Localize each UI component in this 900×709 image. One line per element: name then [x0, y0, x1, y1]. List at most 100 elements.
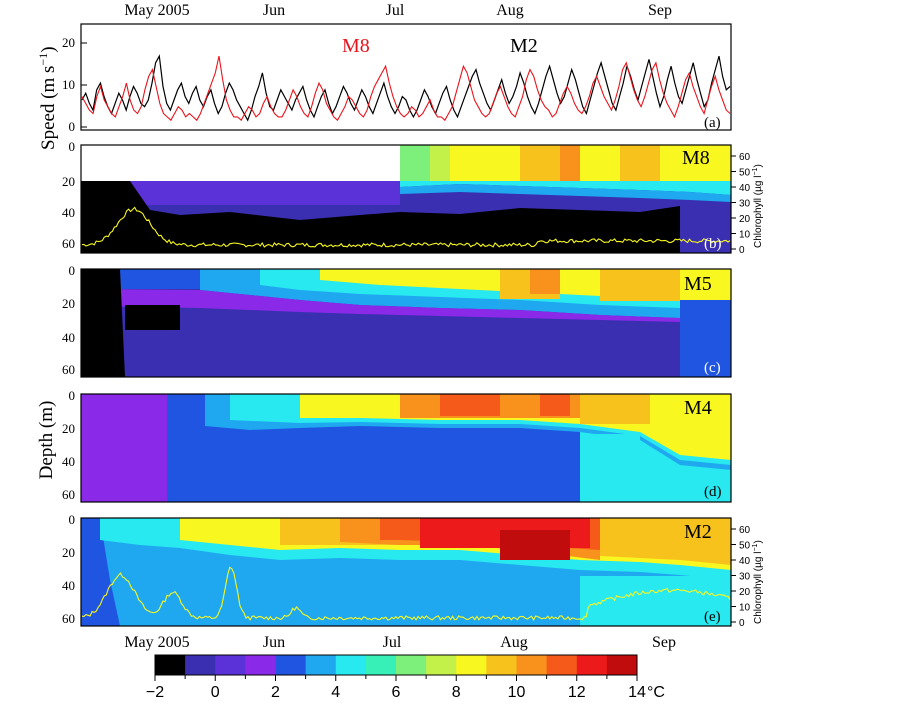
chlorophyll-tick-label: 0: [739, 245, 745, 256]
bottom-month-label-aug: Aug: [500, 634, 528, 651]
panel-d-frame: [80, 393, 732, 503]
chlorophyll-tick-label: 20: [739, 587, 751, 598]
speed-y-ticks: 0 10 20: [62, 35, 87, 134]
panel-a-speed: M8 M2 (a) 0 10 20 Speed (m s−1): [36, 23, 732, 150]
panel-e-frame: [80, 517, 732, 627]
speed-axis-title: Speed (m s−1): [36, 46, 59, 150]
svg-text:0: 0: [69, 263, 76, 278]
temperature-colorbar: [154, 654, 638, 676]
colorbar-tick-label: 12: [568, 684, 586, 701]
svg-text:60: 60: [62, 611, 75, 626]
colorbar-swatch: [546, 655, 578, 675]
colorbar-unit-label: °C: [647, 684, 665, 701]
panel-b-depth-ticks: 0 20 40 60: [62, 139, 75, 251]
colorbar-swatch: [606, 655, 638, 675]
bottom-month-label-jun: Jun: [263, 634, 285, 651]
colorbar-swatch: [516, 655, 548, 675]
panel-b-letter: (b): [704, 236, 722, 252]
month-label-sep: Sep: [648, 2, 672, 19]
chlorophyll-tick-label: 50: [739, 541, 751, 552]
colorbar-swatch: [426, 655, 457, 675]
speed-tick-20: 20: [62, 35, 75, 50]
svg-text:60: 60: [62, 487, 75, 502]
chlorophyll-tick-label: 40: [739, 183, 751, 194]
colorbar-tick-label: 10: [508, 684, 526, 701]
colorbar-tick-label: 0: [211, 684, 220, 701]
top-month-axis: May 2005 Jun Jul Aug Sep: [124, 2, 672, 19]
m2-speed-line: [81, 54, 731, 122]
colorbar-swatch: [486, 655, 518, 675]
panel-b-m8: M8 (b) 0 20 40 60 0 10 20 30 40 50 60 Chloroph…: [62, 139, 764, 256]
colorbar-swatch: [275, 655, 307, 675]
panel-a-frame: [80, 23, 732, 131]
svg-text:0: 0: [69, 139, 76, 154]
chlorophyll-tick-label: 30: [739, 572, 751, 583]
colorbar-tick-label: 6: [392, 684, 401, 701]
chlorophyll-tick-label: 0: [739, 618, 745, 629]
panel-b-chlorophyll-title: Chlorophyll (µg l−1): [752, 164, 764, 248]
panel-e-letter: (e): [704, 609, 721, 625]
panel-b-frame: [80, 144, 732, 254]
svg-text:0: 0: [69, 388, 76, 403]
panel-e-chlorophyll-title: Chlorophyll (µg l−1): [752, 540, 764, 624]
colorbar-swatch: [365, 655, 397, 675]
colorbar-tick-label: −2: [146, 684, 164, 701]
svg-text:40: 40: [62, 454, 75, 469]
panel-b-station: M8: [682, 147, 710, 169]
svg-text:60: 60: [62, 362, 75, 377]
colorbar-swatch: [215, 655, 246, 675]
chlorophyll-tick-label: 40: [739, 556, 751, 567]
month-label-jul: Jul: [386, 2, 405, 19]
panel-d-m4: M4 (d) 0 20 40 60: [62, 388, 732, 503]
colorbar-ticks: −2 0 2 4 6 8 10 12 14 °C: [146, 675, 665, 701]
bottom-month-label-jul: Jul: [383, 634, 402, 651]
month-label-may: May 2005: [124, 2, 189, 19]
svg-text:0: 0: [69, 512, 76, 527]
bottom-month-label-sep: Sep: [652, 634, 676, 651]
m2-chlorophyll-line: [81, 566, 731, 622]
svg-text:20: 20: [62, 545, 75, 560]
legend-m8-label: M8: [342, 35, 370, 57]
chlorophyll-tick-label: 50: [739, 168, 751, 179]
colorbar-swatch: [576, 655, 608, 675]
svg-text:40: 40: [62, 330, 75, 345]
panel-e-depth-ticks: 0 20 40 60: [62, 512, 75, 626]
panel-a-letter: (a): [704, 115, 721, 131]
panel-c-m5: M5 (c) 0 20 40 60: [62, 263, 732, 378]
month-label-aug: Aug: [496, 2, 524, 19]
colorbar-tick-label: 2: [271, 684, 280, 701]
panel-d-depth-ticks: 0 20 40 60: [62, 388, 75, 502]
speed-tick-0: 0: [69, 119, 76, 134]
panel-e-chlorophyll-axis: 0 10 20 30 40 50 60: [731, 525, 751, 629]
chlorophyll-tick-label: 60: [739, 152, 751, 163]
chlorophyll-tick-label: 10: [739, 230, 751, 241]
chlorophyll-tick-label: 60: [739, 525, 751, 536]
colorbar-swatch: [155, 655, 186, 675]
svg-text:60: 60: [62, 236, 75, 251]
chlorophyll-tick-label: 20: [739, 214, 751, 225]
colorbar-tick-label: 8: [452, 684, 461, 701]
svg-text:40: 40: [62, 578, 75, 593]
colorbar-swatch: [335, 655, 367, 675]
chlorophyll-tick-label: 30: [739, 199, 751, 210]
colorbar-swatch: [305, 655, 337, 675]
colorbar-tick-label: 14: [628, 684, 646, 701]
speed-tick-10: 10: [62, 77, 75, 92]
bottom-month-axis: May 2005 Jun Jul Aug Sep: [124, 634, 676, 651]
svg-text:20: 20: [62, 421, 75, 436]
panel-c-letter: (c): [704, 360, 721, 376]
chlorophyll-tick-label: 10: [739, 603, 751, 614]
panel-c-depth-ticks: 0 20 40 60: [62, 263, 75, 377]
colorbar-tick-label: 4: [331, 684, 340, 701]
month-label-jun: Jun: [263, 2, 285, 19]
panel-b-chlorophyll-axis: 0 10 20 30 40 50 60: [731, 152, 751, 256]
m8-speed-line: [81, 55, 731, 122]
colorbar-swatch: [396, 655, 427, 675]
colorbar-swatch: [185, 655, 216, 675]
svg-text:20: 20: [62, 296, 75, 311]
panel-c-frame: [80, 268, 732, 378]
panel-c-station: M5: [684, 273, 712, 295]
panel-d-station: M4: [684, 397, 712, 419]
panel-e-station: M2: [684, 521, 712, 543]
